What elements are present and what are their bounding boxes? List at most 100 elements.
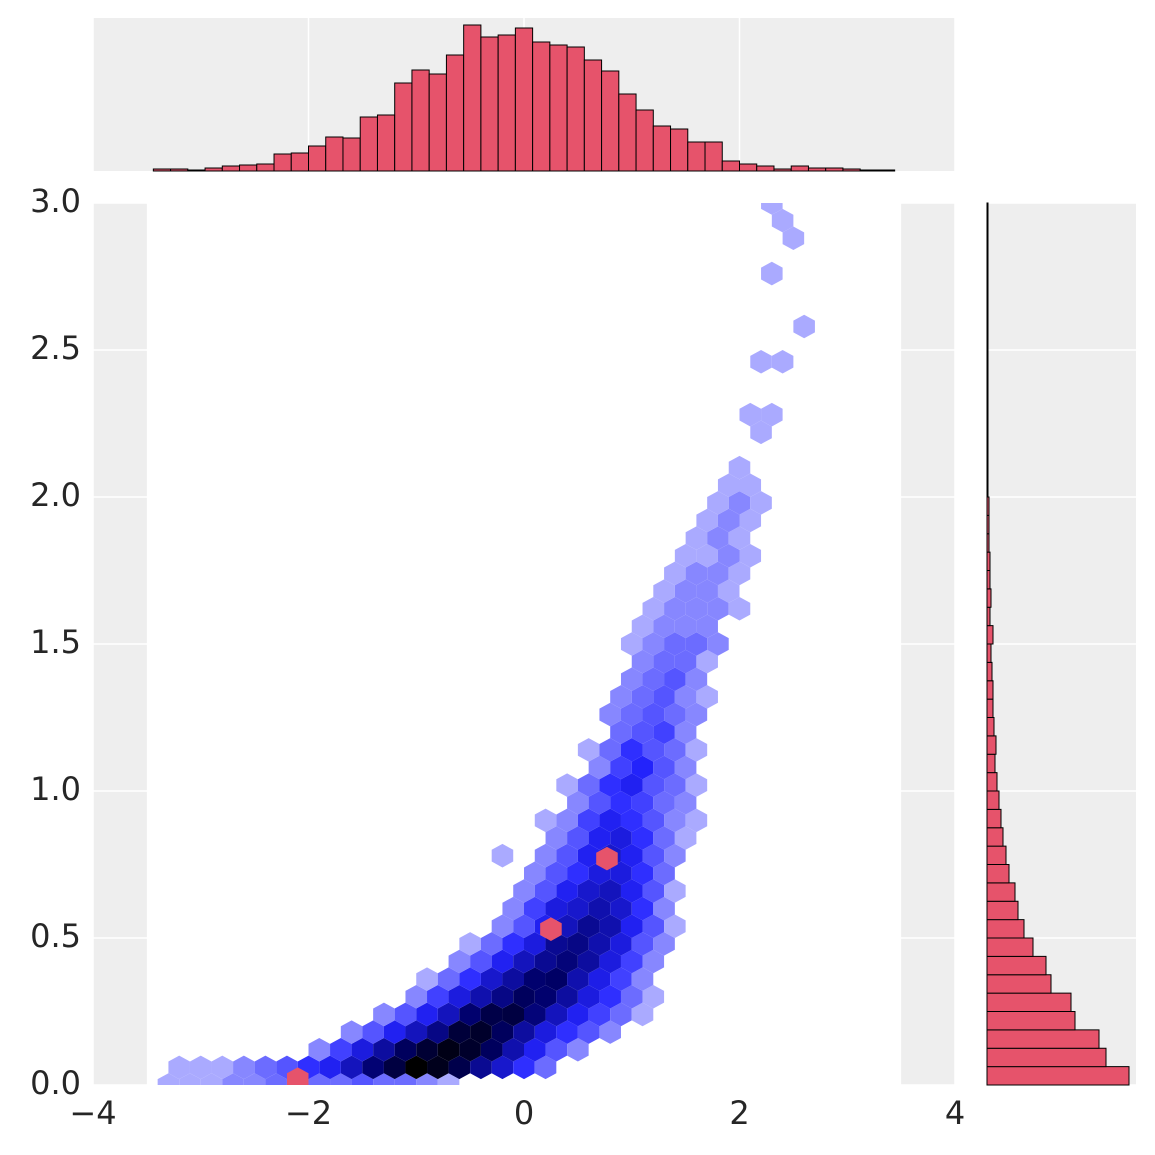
hex-cell [567, 791, 589, 815]
hex-cell [664, 632, 686, 656]
hex-cell [631, 1002, 654, 1027]
y-hist-bar [986, 937, 1034, 957]
hex-cell [513, 914, 535, 938]
hex-cell [642, 632, 665, 656]
x-tick-label: 4 [945, 1094, 965, 1132]
x-hist-bar [170, 168, 189, 172]
hex-cell [556, 949, 578, 974]
x-hist-bar [876, 169, 896, 172]
hex-cell [405, 985, 428, 1009]
hex-cell [459, 1037, 481, 1062]
x-hist-bar [549, 44, 568, 172]
hex-cell [588, 826, 611, 850]
hex-cell [416, 1073, 438, 1085]
hex-cell [534, 985, 557, 1009]
hex-cell [545, 1037, 568, 1062]
hex-cell [728, 596, 751, 621]
hex-cell [577, 738, 600, 762]
hex-cell [588, 1002, 611, 1027]
hex-cell [664, 773, 686, 797]
hex-cell [459, 967, 481, 991]
x-hist-bar [514, 27, 534, 172]
hex-cell [502, 932, 524, 956]
x-hist-bar [342, 137, 361, 172]
hex-cell [793, 314, 815, 339]
y-hist-bar [986, 1029, 1100, 1049]
hex-cell [696, 614, 718, 639]
x-hist-bar [152, 168, 172, 172]
hex-cell [707, 561, 729, 586]
hex-cell [448, 985, 471, 1009]
hex-cell [696, 544, 718, 568]
hex-cell [707, 632, 729, 656]
hex-cell [642, 702, 665, 727]
hex-cell [620, 702, 643, 727]
y-hist-bar [986, 570, 991, 590]
hex-cell [750, 491, 772, 515]
hex-cell [750, 350, 772, 374]
hex-cell [577, 879, 600, 903]
y-hist-bar [986, 202, 989, 222]
hex-cell [437, 1037, 460, 1062]
hex-cell [427, 1055, 449, 1080]
y-hist-bar [986, 698, 994, 718]
hex-cell [416, 1002, 438, 1027]
hex-cell [545, 1002, 568, 1027]
x-hist-bar [376, 114, 396, 172]
hex-cell [685, 808, 708, 833]
y-hist-bar [986, 1011, 1076, 1031]
hex-cell [491, 1055, 514, 1080]
hex-cell [383, 1020, 406, 1044]
hex-cell [610, 826, 632, 850]
hex-cell [243, 1073, 266, 1085]
hex-cell [534, 808, 557, 833]
y-hist-bar [986, 220, 989, 241]
hex-cell [577, 773, 600, 797]
hex-cell [437, 1002, 460, 1027]
hex-cell [524, 896, 546, 921]
x-hist-bar [583, 59, 603, 172]
hex-cell [545, 896, 568, 921]
hex-cell [620, 949, 643, 974]
hex-cell [674, 826, 697, 850]
hex-cell [771, 208, 794, 233]
hex-cell [448, 949, 471, 974]
y-tick-label: 0.5 [30, 917, 81, 955]
divergence [596, 846, 618, 871]
hex-cell [771, 350, 794, 374]
hex-cell [567, 967, 589, 991]
hex-cell [610, 932, 632, 956]
hex-cell [685, 526, 708, 550]
hex-cell [534, 843, 557, 868]
hex-cell [577, 985, 600, 1009]
hex-cell [491, 985, 514, 1009]
hex-cell [502, 967, 524, 991]
y-hist-bar [986, 625, 994, 645]
hex-cell [631, 791, 654, 815]
x-hist-bar [445, 54, 465, 172]
hex-cell [610, 1002, 632, 1027]
x-hist-bar [721, 160, 741, 172]
hex-cell [664, 702, 686, 727]
hex-cell [556, 773, 578, 797]
x-hist-bar [290, 152, 310, 172]
hex-cell [437, 967, 460, 991]
x-hist-bar [756, 165, 775, 172]
hex-cell [480, 932, 503, 956]
hex-cell [685, 738, 708, 762]
hex-cell [222, 1073, 244, 1085]
hex-cell [545, 826, 568, 850]
hex-cell [707, 491, 729, 515]
hex-cell [642, 808, 665, 833]
hex-cell [534, 879, 557, 903]
hex-cell [567, 826, 589, 850]
hex-cell [696, 649, 718, 674]
hex-cell [556, 985, 578, 1009]
hex-cell [642, 914, 665, 938]
hex-cell [373, 1037, 395, 1062]
hex-cell [610, 720, 632, 744]
x-hist-bar [480, 36, 499, 172]
hex-cell [610, 685, 632, 709]
hex-cell [653, 826, 675, 850]
hex-cell [351, 1073, 374, 1085]
